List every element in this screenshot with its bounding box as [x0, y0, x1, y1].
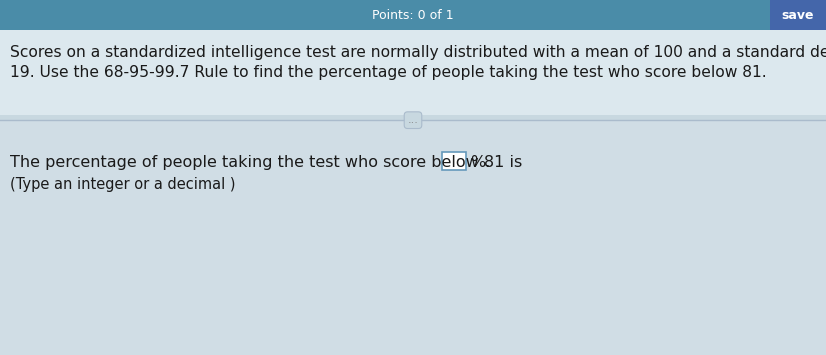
FancyBboxPatch shape	[442, 152, 466, 170]
Text: (Type an integer or a decimal ): (Type an integer or a decimal )	[10, 177, 235, 192]
Bar	[0, 120, 826, 355]
Text: Points: 0 of 1: Points: 0 of 1	[373, 9, 453, 22]
Text: Scores on a standardized intelligence test are normally distributed with a mean : Scores on a standardized intelligence te…	[10, 45, 826, 60]
Text: save: save	[781, 9, 814, 22]
Text: ...: ...	[407, 115, 419, 125]
Bar	[770, 0, 826, 30]
Bar	[0, 30, 826, 115]
Text: The percentage of people taking the test who score below 81 is: The percentage of people taking the test…	[10, 155, 522, 170]
Text: %.: %.	[470, 155, 491, 170]
Bar	[0, 0, 826, 30]
Text: 19. Use the 68-95-99.7 Rule to find the percentage of people taking the test who: 19. Use the 68-95-99.7 Rule to find the …	[10, 65, 767, 80]
